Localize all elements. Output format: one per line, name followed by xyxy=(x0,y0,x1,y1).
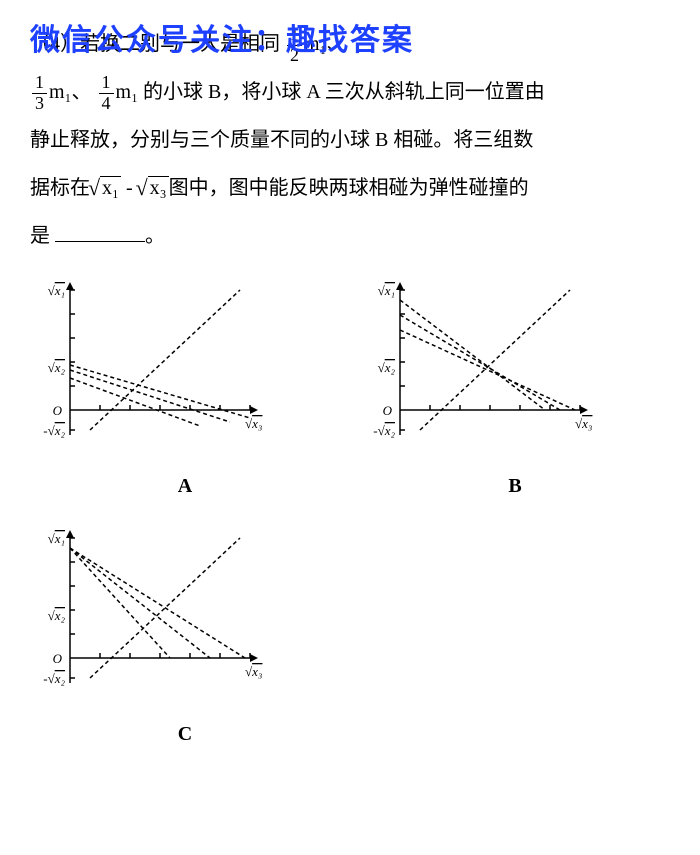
fraction: 14 xyxy=(99,73,114,114)
sqrt-content: x₃ xyxy=(148,176,169,199)
svg-text:-√x₂: -√x₂ xyxy=(43,671,65,686)
svg-text:√x₁: √x₁ xyxy=(48,283,65,298)
numerator: 1 xyxy=(99,73,114,94)
numerator: 1 xyxy=(32,73,47,94)
charts-grid: √x₁ √x₃ O √x₂ -√x₂ A √x₁ √x₃ O √x₂ -√x₂ B √x₁ √x₃… xyxy=(30,270,670,756)
fraction: 13 xyxy=(32,73,47,114)
svg-text:-√x₂: -√x₂ xyxy=(373,423,395,438)
text-fragment: 据标在 xyxy=(30,177,90,199)
sqrt-content: x₁ xyxy=(100,176,121,199)
sqrt-x1: x₁ xyxy=(90,164,121,212)
svg-text:O: O xyxy=(53,403,63,418)
chart-c-label: C xyxy=(30,712,340,756)
chart-b-cell: √x₁ √x₃ O √x₂ -√x₂ B xyxy=(360,270,670,508)
chart-a: √x₁ √x₃ O √x₂ -√x₂ xyxy=(30,270,270,460)
svg-text:O: O xyxy=(53,651,63,666)
text-fragment: 。 xyxy=(145,225,165,247)
svg-text:O: O xyxy=(383,403,393,418)
chart-a-cell: √x₁ √x₃ O √x₂ -√x₂ A xyxy=(30,270,340,508)
text-fragment: m₁、 xyxy=(49,81,92,103)
svg-text:-√x₂: -√x₂ xyxy=(43,423,65,438)
svg-text:√x₃: √x₃ xyxy=(575,416,592,431)
svg-text:√x₃: √x₃ xyxy=(245,416,262,431)
svg-text:√x₁: √x₁ xyxy=(378,283,395,298)
svg-text:√x₂: √x₂ xyxy=(48,608,66,623)
svg-text:√x₂: √x₂ xyxy=(378,360,396,375)
chart-a-label: A xyxy=(30,464,340,508)
watermark-text: 微信公众号关注：趣找答案 xyxy=(30,8,414,74)
answer-blank[interactable] xyxy=(55,221,145,242)
sqrt-x3: x₃ xyxy=(138,164,169,212)
denominator: 4 xyxy=(99,94,114,114)
denominator: 3 xyxy=(32,94,47,114)
chart-b: √x₁ √x₃ O √x₂ -√x₂ xyxy=(360,270,600,460)
text-fragment: 静止释放，分别与三个质量不同的小球 B 相碰。将三组数 xyxy=(30,129,533,151)
text-fragment: m₁ 的小球 B，将小球 A 三次从斜轨上同一位置由 xyxy=(116,81,545,103)
chart-c: √x₁ √x₃ O √x₂ -√x₂ xyxy=(30,518,270,708)
svg-text:√x₁: √x₁ xyxy=(48,531,65,546)
svg-text:√x₂: √x₂ xyxy=(48,360,66,375)
text-fragment: 是 xyxy=(30,225,50,247)
chart-b-label: B xyxy=(360,464,670,508)
text-fragment: 图中，图中能反映两球相碰为弹性碰撞的 xyxy=(169,177,529,199)
svg-text:√x₃: √x₃ xyxy=(245,664,262,679)
chart-c-cell: √x₁ √x₃ O √x₂ -√x₂ C xyxy=(30,518,340,756)
